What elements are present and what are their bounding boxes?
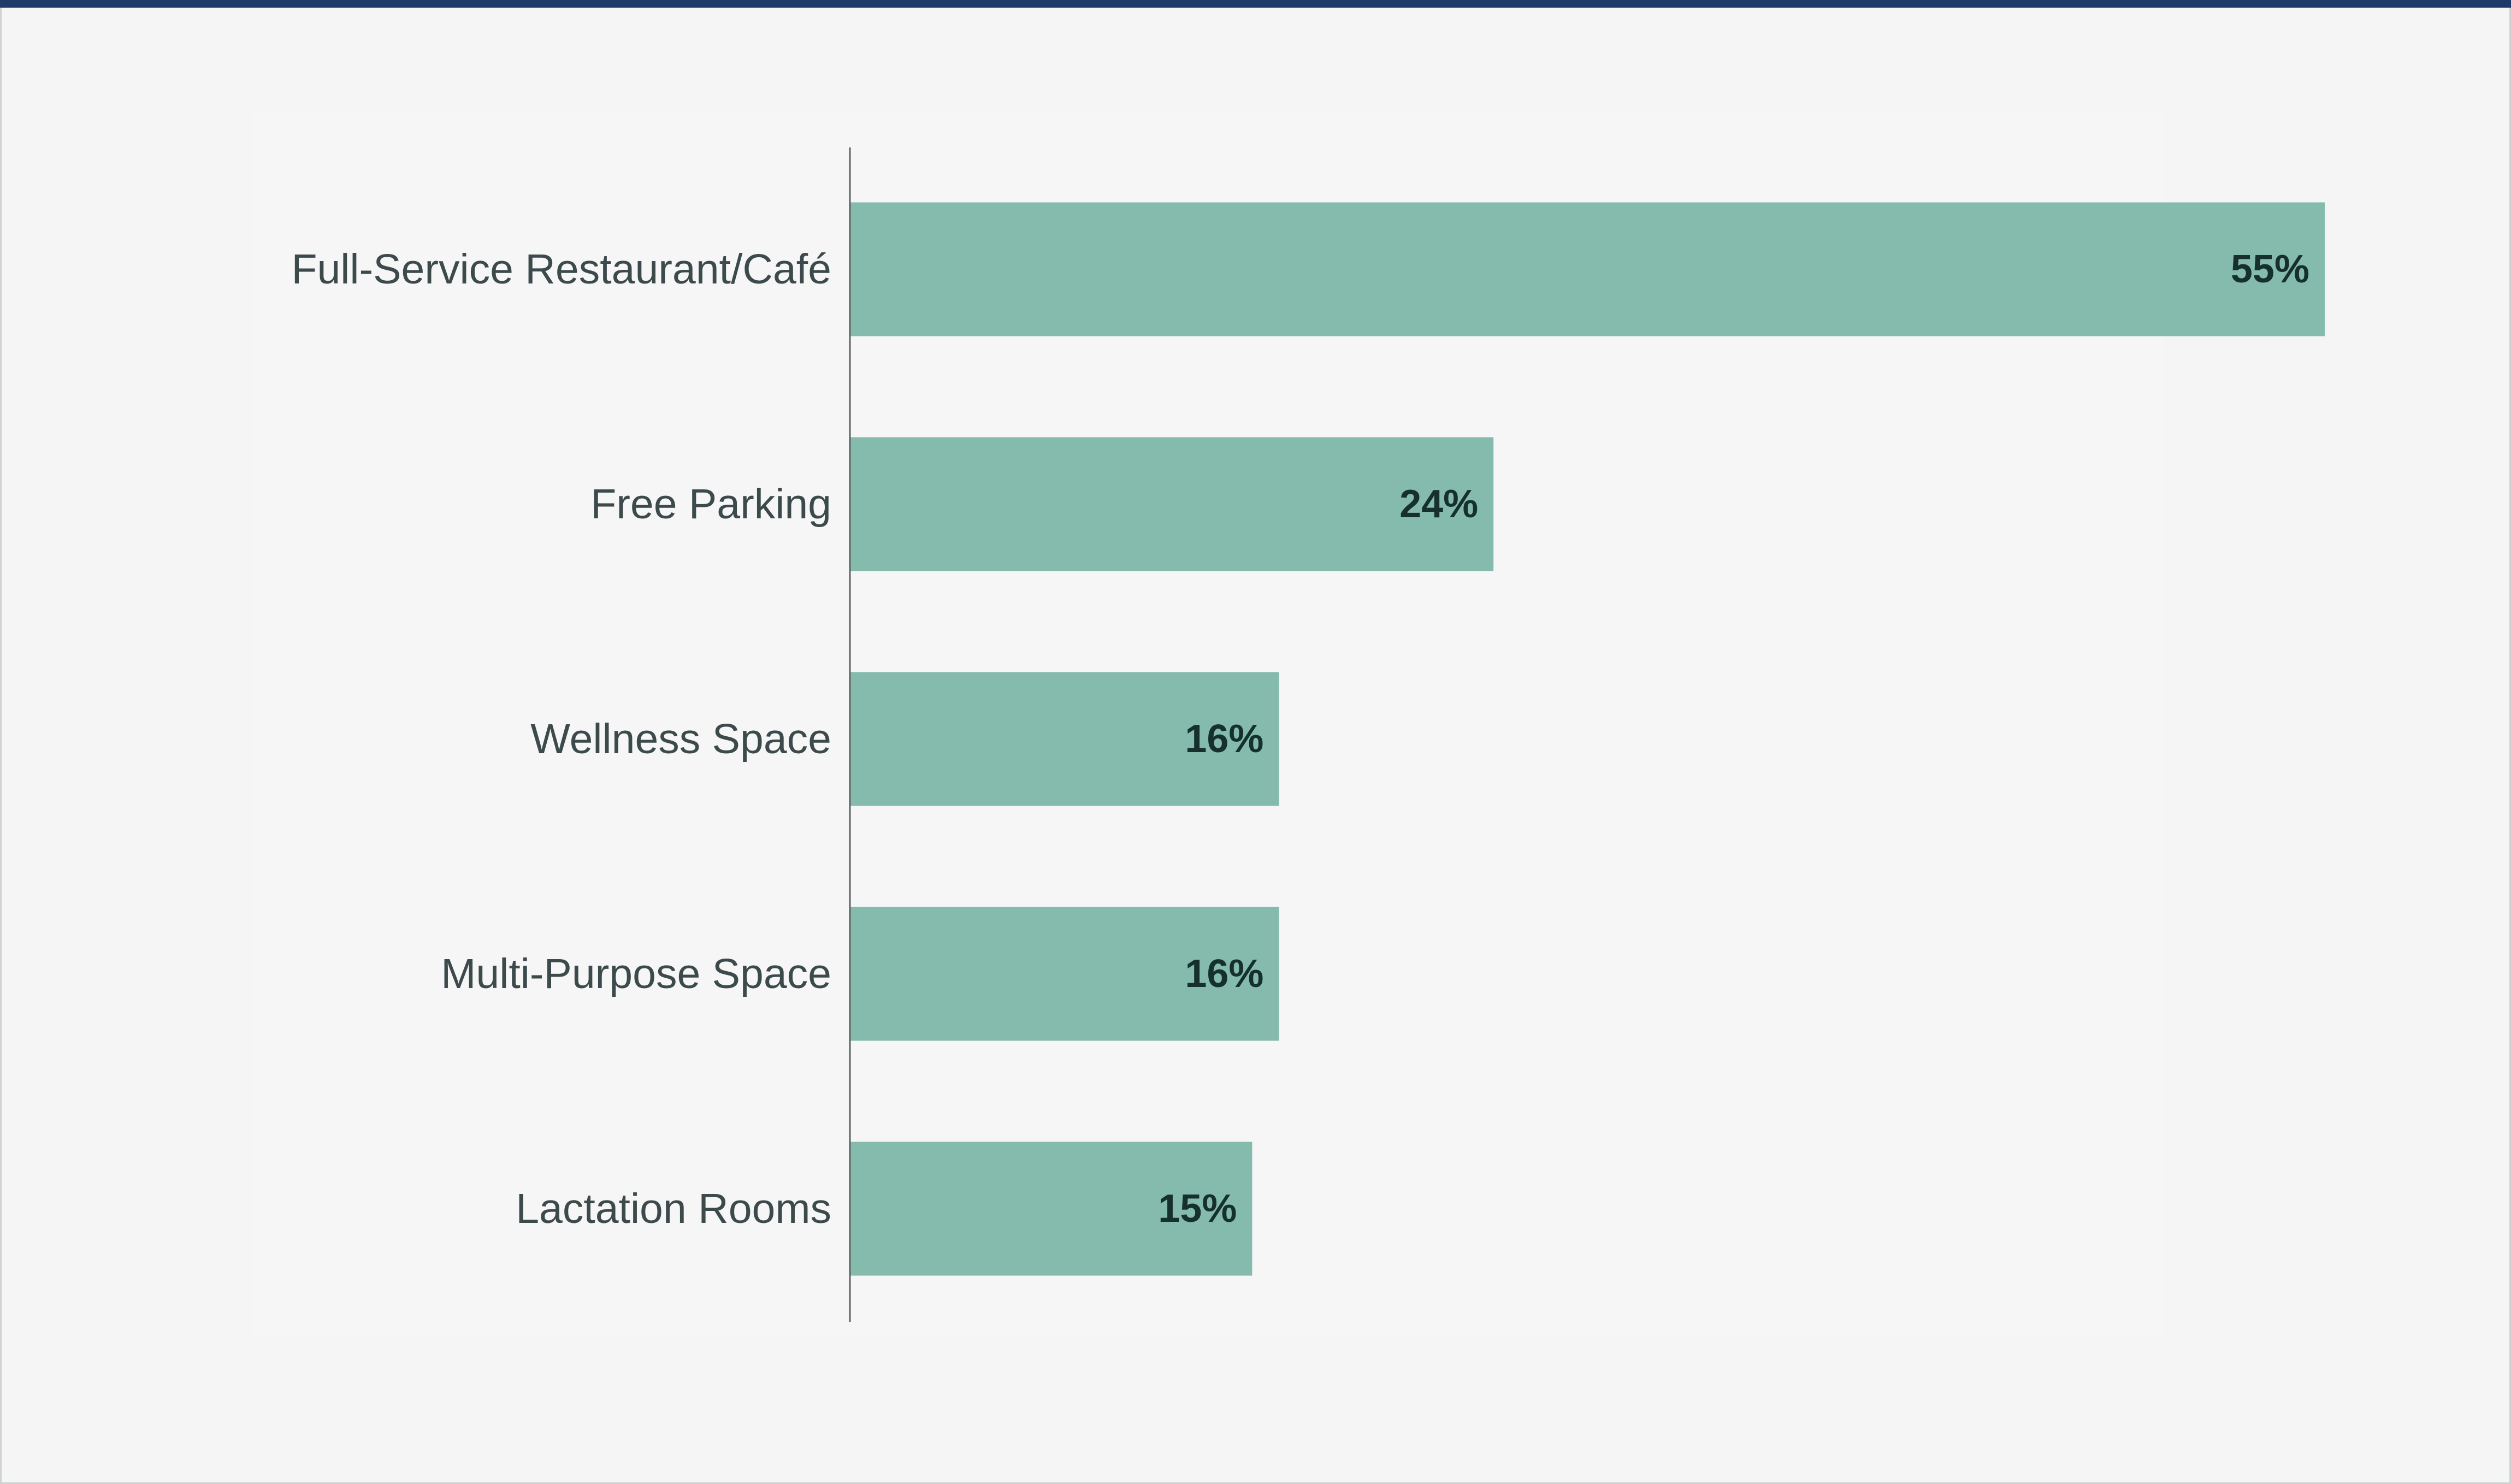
value-label: 16% xyxy=(1185,717,1263,761)
category-label: Lactation Rooms xyxy=(516,1185,831,1232)
category-label: Free Parking xyxy=(590,481,831,528)
bar-0 xyxy=(850,202,2325,336)
category-label: Multi-Purpose Space xyxy=(441,950,831,997)
value-label: 24% xyxy=(1399,482,1478,526)
category-label: Full-Service Restaurant/Café xyxy=(291,246,831,293)
category-label: Wellness Space xyxy=(530,716,831,762)
value-label: 16% xyxy=(1185,952,1263,996)
value-label: 55% xyxy=(2231,247,2309,291)
labels-layer: Full-Service Restaurant/Café 55% Free Park… xyxy=(291,246,2309,1232)
bar-4 xyxy=(850,1142,1252,1276)
value-label: 15% xyxy=(1158,1187,1237,1231)
top-accent-rule xyxy=(0,0,2511,8)
bar-3 xyxy=(850,907,1279,1041)
bars-layer xyxy=(850,202,2325,1276)
bar-2 xyxy=(850,672,1279,806)
bar-1 xyxy=(850,437,1494,571)
